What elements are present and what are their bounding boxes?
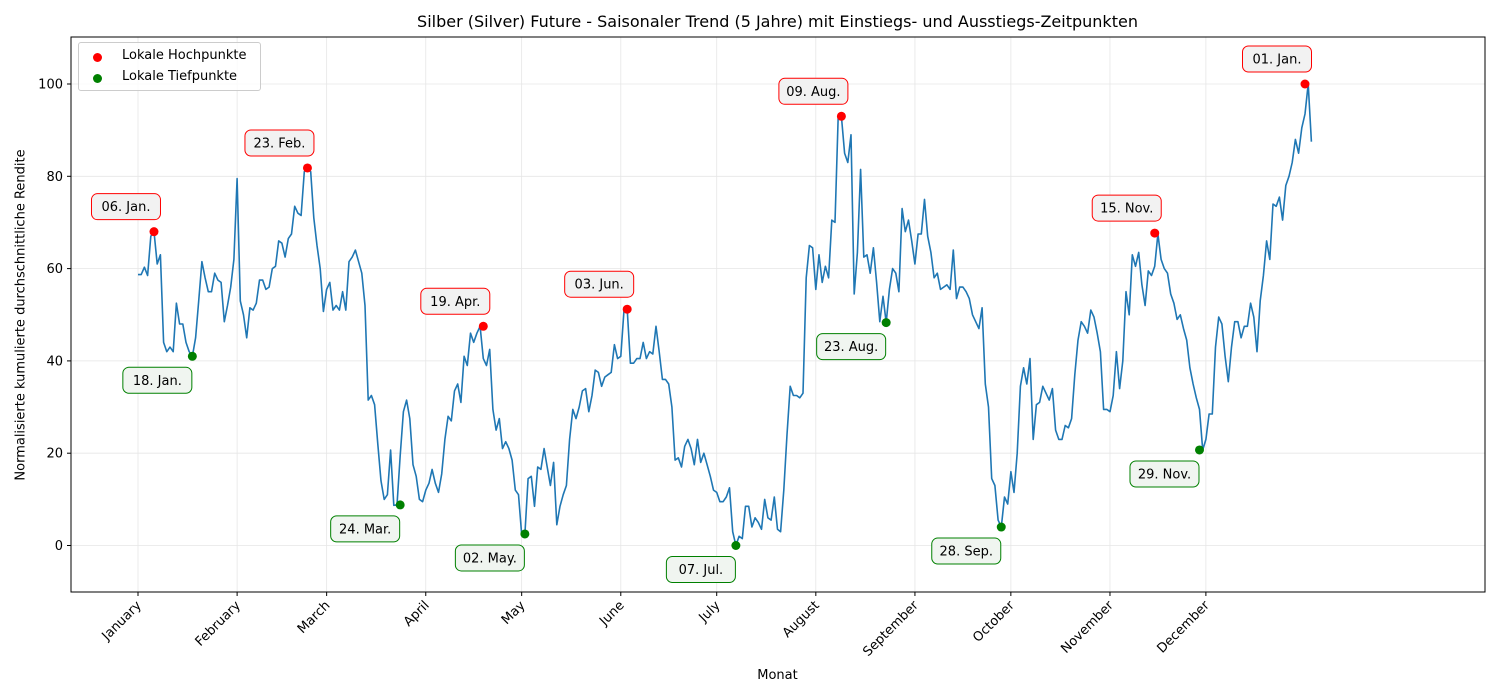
x-tick-label: October (970, 598, 1018, 646)
x-tick-label: December (1154, 598, 1213, 657)
x-tick-label: November (1058, 598, 1117, 657)
trough-label: 07. Jul. (679, 563, 724, 578)
x-tick-label: April (401, 598, 433, 630)
x-tick-label: February (193, 598, 245, 650)
peak-label: 19. Apr. (430, 295, 480, 310)
peak-point (302, 163, 312, 173)
x-tick-label: June (596, 598, 627, 629)
trough-point (395, 500, 405, 510)
trough-point (996, 522, 1006, 532)
trough-label-box (122, 366, 193, 394)
peak-point (1150, 228, 1160, 238)
legend-label-peaks: Lokale Hochpunkte (122, 48, 247, 63)
y-tick-label: 60 (46, 262, 63, 277)
trough-label-box (665, 556, 736, 583)
peak-point (836, 111, 846, 121)
legend-label-troughs: Lokale Tiefpunkte (122, 69, 238, 84)
peak-point (622, 304, 632, 314)
peak-label-box (1091, 194, 1162, 222)
chart-title: Silber (Silver) Future - Saisonaler Tren… (417, 12, 1138, 31)
peak-label-box (778, 77, 849, 105)
trough-label-box (330, 515, 401, 543)
y-axis-label: Normalisierte kumulierte durchschnittlic… (13, 149, 29, 481)
trough-label-box (454, 544, 525, 572)
trough-label-box (1129, 460, 1200, 488)
peak-label: 15. Nov. (1100, 202, 1153, 217)
peak-label-box (420, 287, 491, 315)
trough-label-box (931, 537, 1002, 565)
plot-frame (70, 36, 1486, 593)
peak-label: 23. Feb. (253, 136, 305, 151)
x-tick-label: May (499, 598, 529, 628)
legend: Lokale Hochpunkte Lokale Tiefpunkte (78, 42, 261, 91)
x-tick-label: August (780, 598, 823, 641)
trough-label: 23. Aug. (824, 340, 878, 355)
x-tick-label: September (860, 598, 922, 660)
y-tick-label: 0 (55, 539, 63, 554)
trough-point (520, 529, 530, 539)
y-tick-label: 100 (38, 78, 63, 93)
peak-label-box (564, 270, 635, 298)
peak-label: 06. Jan. (101, 200, 150, 215)
x-tick-label: January (99, 598, 145, 644)
peak-point (149, 227, 159, 237)
trough-point (731, 541, 741, 550)
trough-point (881, 318, 891, 328)
x-tick-label: July (696, 598, 724, 626)
x-axis-label: Monat (757, 668, 798, 683)
trough-label: 18. Jan. (133, 374, 182, 389)
peak-label-box (1242, 45, 1312, 73)
trough-label: 24. Mar. (339, 522, 391, 537)
y-tick-label: 20 (46, 447, 63, 462)
trough-label-box (816, 333, 887, 361)
y-tick-label: 80 (46, 170, 63, 185)
trough-point (187, 351, 197, 361)
peak-point (1300, 79, 1310, 89)
peak-label-box (90, 193, 161, 221)
y-tick-label: 40 (46, 354, 63, 369)
trough-label: 02. May. (463, 551, 517, 566)
legend-marker-troughs (93, 74, 102, 83)
trough-label: 28. Sep. (940, 545, 993, 560)
trough-point (1194, 445, 1204, 455)
peak-label: 09. Aug. (786, 85, 840, 100)
peak-point (478, 321, 488, 331)
peak-label: 03. Jun. (575, 278, 624, 293)
trough-label: 29. Nov. (1138, 467, 1191, 482)
peak-label: 01. Jan. (1253, 53, 1302, 68)
legend-marker-peaks (93, 53, 102, 62)
peak-label-box (244, 129, 315, 157)
x-tick-label: March (295, 598, 334, 637)
series-line (138, 83, 1313, 547)
